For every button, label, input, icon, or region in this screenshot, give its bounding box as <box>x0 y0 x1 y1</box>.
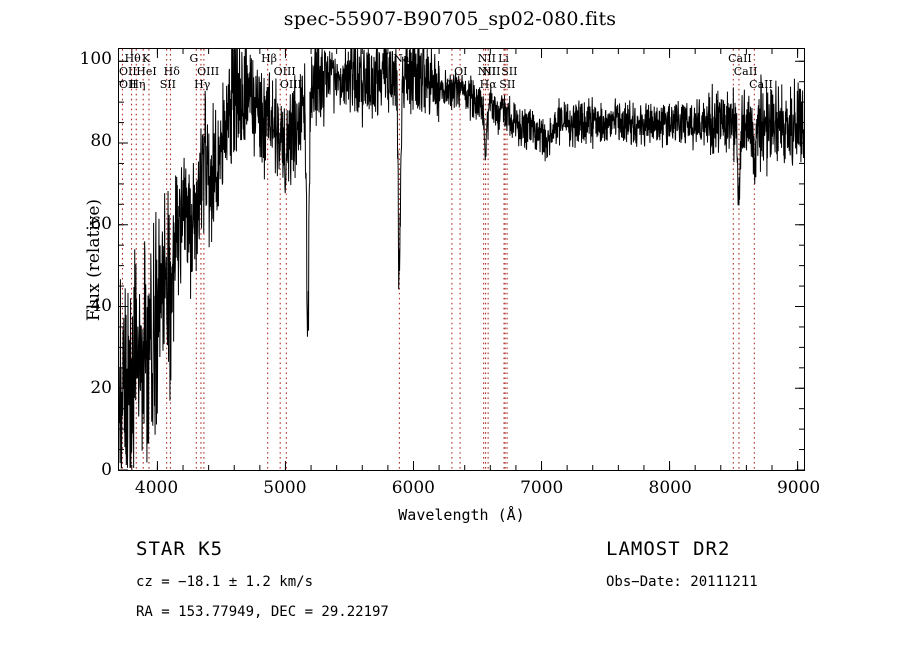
x-tick-label: 6000 <box>391 478 435 498</box>
y-tick-label: 60 <box>90 213 112 234</box>
spectral-line-label: Na <box>393 52 410 65</box>
spectral-line-label: SII <box>501 65 518 78</box>
observation-date: Obs−Date: 20111211 <box>606 574 758 590</box>
x-tick-label: 8000 <box>648 478 692 498</box>
metadata-footer: STAR K5 cz = −18.1 ± 1.2 km/s RA = 153.7… <box>0 528 900 638</box>
spectral-line-label: Hθ <box>124 52 141 65</box>
coordinates: RA = 153.77949, DEC = 29.22197 <box>136 604 389 620</box>
spectral-line-label: HeI <box>136 65 157 78</box>
spectral-line-label: Li <box>498 52 509 65</box>
spectral-line-label: K <box>142 52 151 65</box>
redshift-value: cz = −18.1 ± 1.2 km/s <box>136 574 314 590</box>
spectral-line-label: OI <box>454 65 468 78</box>
spectral-line-label: Hη <box>129 78 146 91</box>
y-tick-label: 20 <box>90 377 112 398</box>
spectral-line-label: CaII <box>733 65 758 78</box>
x-tick-label: 9000 <box>776 478 821 498</box>
spectral-line-label: CaII <box>728 52 752 65</box>
spectral-line-label: OII <box>119 65 137 78</box>
spectral-line-label: OI <box>445 78 460 91</box>
spectral-line-label: SII <box>159 78 176 91</box>
spectrum-trace <box>119 49 804 469</box>
spectral-line-label: OII <box>119 78 137 91</box>
spectral-line-label: NII <box>477 52 497 65</box>
spectral-line-label: Hβ <box>261 52 278 65</box>
spectral-line-label: G <box>189 52 199 65</box>
spectral-line-label: SII <box>499 78 516 91</box>
spectral-line-label: CaII <box>749 78 773 91</box>
spectral-line-label: OIII <box>279 78 302 91</box>
spectrum-svg <box>119 49 804 470</box>
page-title: spec-55907-B90705_sp02-080.fits <box>283 8 617 30</box>
spectral-line-label: OIII <box>197 65 220 78</box>
spectral-line-label: NII <box>482 65 501 78</box>
spectral-line-label: Hδ <box>163 65 180 78</box>
x-axis-tick-labels: 4000 5000 6000 7000 8000 9000 <box>118 478 820 502</box>
spectral-line-label: Hα <box>479 78 497 91</box>
plot-area[interactable]: OII OII Hθ Hη HeI K Hδ SII Hγ OIII G Hβ OIII OIII Na OI… <box>118 48 805 471</box>
x-tick-label: 7000 <box>520 478 564 498</box>
y-tick-label: 40 <box>90 295 112 316</box>
y-axis-tick-labels: 0 20 40 60 80 100 <box>60 48 112 479</box>
spectral-line-label: Hγ <box>194 78 211 91</box>
x-tick-label: 4000 <box>134 478 179 498</box>
y-tick-label: 0 <box>101 460 112 480</box>
axis-ticks <box>119 49 804 470</box>
y-tick-label: 100 <box>79 49 112 70</box>
x-tick-label: 5000 <box>263 478 307 498</box>
x-axis-title: Wavelength (Å) <box>398 506 525 524</box>
spectral-line-label: OIII <box>273 65 296 78</box>
survey-name: LAMOST DR2 <box>606 538 731 560</box>
spectral-line-label: NII <box>477 65 497 78</box>
object-class: STAR K5 <box>136 538 224 560</box>
y-tick-label: 80 <box>90 131 112 152</box>
